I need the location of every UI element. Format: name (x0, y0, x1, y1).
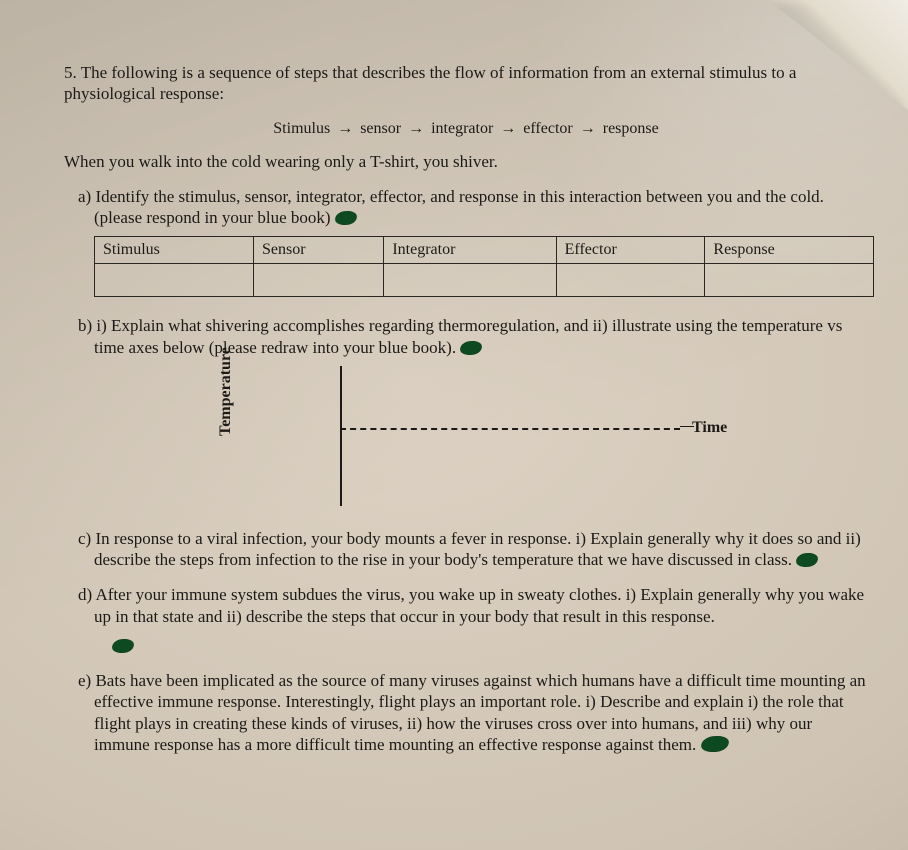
part-a-table: Stimulus Sensor Integrator Effector Resp… (94, 236, 874, 297)
question-5: 5. The following is a sequence of steps … (64, 62, 868, 755)
part-b-label: b) (78, 316, 92, 335)
part-c: c) In response to a viral infection, you… (94, 528, 868, 571)
table-header-row: Stimulus Sensor Integrator Effector Resp… (95, 237, 874, 264)
page: 5. The following is a sequence of steps … (0, 0, 908, 850)
part-e-text: Bats have been implicated as the source … (94, 671, 866, 754)
part-d: d) After your immune system subdues the … (94, 584, 868, 627)
col-integrator: Integrator (384, 237, 556, 264)
flow-step-effector: effector (523, 120, 572, 137)
marker-icon (111, 637, 135, 654)
x-axis-line (340, 428, 680, 432)
part-e: e) Bats have been implicated as the sour… (94, 670, 868, 755)
question-number: 5. (64, 63, 77, 82)
arrow-icon: → (500, 120, 516, 137)
y-axis-line (340, 366, 342, 506)
col-response: Response (705, 237, 874, 264)
part-e-label: e) (78, 671, 91, 690)
question-intro: 5. The following is a sequence of steps … (64, 62, 868, 105)
part-d-label: d) (78, 585, 92, 604)
col-stimulus: Stimulus (95, 237, 254, 264)
part-a-label: a) (78, 187, 91, 206)
marker-icon (334, 210, 358, 227)
table-blank-row (95, 264, 874, 297)
y-axis-label: Temperature (216, 347, 236, 436)
arrow-icon: → (337, 120, 353, 137)
marker-icon (459, 339, 483, 356)
x-axis-label: Time (692, 418, 727, 438)
part-d-marker (112, 635, 868, 656)
marker-icon (795, 552, 819, 569)
scenario-line: When you walk into the cold wearing only… (64, 151, 868, 172)
flow-step-stimulus: Stimulus (273, 120, 330, 137)
flow-step-sensor: sensor (360, 120, 401, 137)
arrow-icon: → (580, 120, 596, 137)
part-a: a) Identify the stimulus, sensor, integr… (94, 186, 868, 229)
part-c-label: c) (78, 529, 91, 548)
part-d-text: After your immune system subdues the vir… (94, 585, 864, 625)
question-intro-text: The following is a sequence of steps tha… (64, 63, 796, 103)
flow-sequence: Stimulus → sensor → integrator → effecto… (64, 119, 868, 139)
flow-step-response: response (603, 120, 659, 137)
marker-icon (700, 734, 730, 754)
chart-axes: Time (270, 366, 690, 506)
flow-step-integrator: integrator (431, 120, 493, 137)
part-b: b) i) Explain what shivering accomplishe… (94, 315, 868, 358)
col-effector: Effector (556, 237, 705, 264)
part-a-text: Identify the stimulus, sensor, integrato… (94, 187, 824, 227)
part-c-text: In response to a viral infection, your b… (94, 529, 861, 569)
arrow-icon: → (408, 120, 424, 137)
part-b-chart: Temperature Time (234, 366, 734, 506)
col-sensor: Sensor (254, 237, 384, 264)
